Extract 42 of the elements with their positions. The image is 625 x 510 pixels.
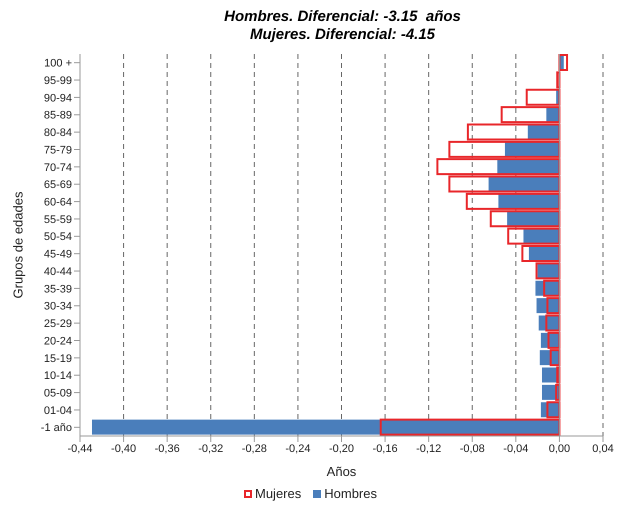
y-tick-label: 30-34 [44, 300, 72, 313]
y-tick-label: 15-19 [44, 352, 72, 365]
chart-title: Hombres. Diferencial: -3.15 años [223, 8, 462, 26]
x-tick-label: -0,40 [111, 442, 136, 455]
y-tick-label: 25-29 [44, 318, 72, 330]
y-tick-label: 50-54 [44, 231, 72, 244]
y-tick-label: 85-89 [44, 110, 72, 122]
y-tick-label: 55-59 [44, 214, 72, 226]
y-tick-label: 70-74 [44, 162, 72, 174]
x-axis-title: Años [326, 464, 357, 479]
legend-label: Hombres [324, 486, 377, 501]
x-tick-label: -0,32 [198, 442, 224, 455]
x-tick-label: -0,44 [67, 442, 93, 455]
y-tick-label: 60-64 [44, 196, 72, 208]
x-tick-label: -0,36 [154, 442, 180, 455]
x-tick-label: -0,20 [328, 442, 354, 455]
x-tick-label: -0,08 [460, 442, 485, 455]
x-tick-label: -0,24 [285, 442, 310, 455]
y-tick-label: 65-69 [44, 179, 72, 192]
y-tick-label: 75-79 [44, 144, 72, 156]
y-tick-label: 45-49 [44, 248, 72, 261]
x-tick-label: 0,04 [592, 442, 614, 455]
y-tick-label: 01-04 [44, 404, 72, 417]
y-axis-title: Grupos de edades [10, 191, 26, 298]
y-tick-label: 80-84 [44, 127, 72, 140]
x-tick-label: 0,00 [548, 442, 570, 455]
y-tick-label: 90-94 [44, 92, 72, 104]
chart-subtitle: Mujeres. Diferencial: -4.15 [248, 26, 436, 44]
y-tick-label: 05-09 [44, 387, 72, 400]
y-tick-label: 100 + [44, 58, 72, 70]
x-tick-label: -0,28 [242, 442, 267, 455]
x-tick-label: -0,16 [372, 442, 398, 455]
x-tick-label: -0,04 [503, 442, 528, 455]
y-tick-label: 95-99 [44, 74, 72, 87]
x-tick-label: -0,12 [416, 442, 442, 455]
y-tick-label: -1 año [40, 422, 72, 434]
bar [92, 420, 560, 435]
legend-label: Mujeres [255, 486, 302, 501]
y-tick-label: 20-24 [44, 335, 72, 348]
y-tick-label: 35-39 [44, 283, 72, 296]
y-tick-label: 40-44 [44, 266, 72, 278]
y-tick-label: 10-14 [44, 370, 72, 382]
